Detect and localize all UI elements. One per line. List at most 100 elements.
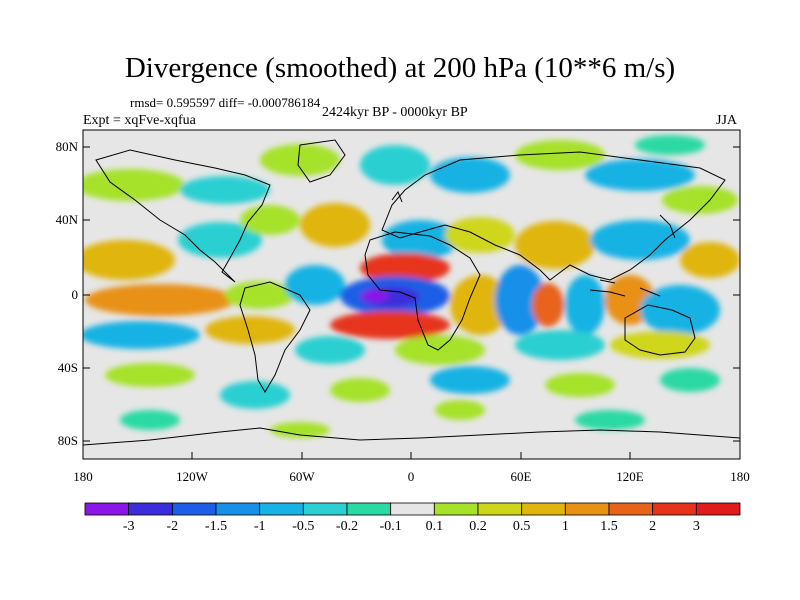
figure-title: Divergence (smoothed) at 200 hPa (10**6 …: [124, 52, 676, 84]
colorbar-label: 3: [692, 519, 700, 534]
coastline-japan: [659, 214, 676, 239]
anomaly-patch: [445, 217, 515, 253]
stats-text: rmsd= 0.595597 diff= -0.000786184: [130, 95, 321, 110]
colorbar-swatch: [477, 502, 523, 516]
anomaly-patch: [83, 240, 175, 280]
colorbar-swatch: [84, 502, 130, 516]
anomaly-patch: [680, 242, 740, 278]
divergence-field: [83, 135, 740, 446]
anomaly-patch: [360, 253, 450, 283]
colorbar-swatch: [215, 502, 261, 516]
x-ticks: [82, 452, 741, 459]
anomaly-patch: [83, 321, 200, 349]
anomaly-patch: [640, 285, 720, 335]
x-axis-label: 0: [407, 469, 415, 484]
anomaly-patch: [635, 135, 705, 155]
anomaly-patch: [270, 422, 330, 438]
anomaly-patch: [225, 281, 295, 309]
colorbar-swatch: [259, 502, 304, 516]
colorbar-label: 0.5: [512, 519, 531, 534]
coastlines: [83, 139, 740, 446]
anomaly-patch: [295, 336, 365, 364]
colorbar-label: -0.1: [379, 519, 402, 534]
colorbar: [84, 502, 741, 516]
coastline-south-america: [239, 281, 311, 393]
anomaly-patch: [105, 363, 195, 387]
anomaly-patch: [361, 290, 389, 302]
coastline-africa: [364, 231, 481, 351]
anomaly-patch: [240, 205, 300, 235]
colorbar-label: -0.5: [292, 519, 315, 534]
anomaly-patch: [532, 283, 564, 327]
anomaly-patch: [120, 410, 180, 430]
anomaly-patch: [585, 159, 695, 191]
anomaly-patch: [260, 144, 340, 176]
coastline-australia: [624, 304, 696, 356]
colorbar-label: 0.1: [425, 519, 444, 534]
experiment-label: Expt = xqFve-xqfua: [83, 113, 196, 128]
colorbar-swatch: [564, 502, 610, 516]
x-axis-label: 120W: [176, 469, 208, 484]
anomaly-patch: [565, 275, 605, 335]
anomaly-patch: [590, 220, 690, 260]
x-axis-label: 60E: [510, 469, 532, 484]
x-axis-label: 120E: [616, 469, 644, 484]
colorbar-swatch: [346, 502, 392, 516]
anomaly-patch: [330, 378, 390, 402]
anomaly-patch: [180, 176, 270, 204]
anomaly-patch: [83, 169, 185, 201]
x-axis-label: 180: [730, 469, 750, 484]
colorbar-swatch: [302, 502, 348, 516]
coastline-britain: [391, 190, 403, 203]
anomaly-patch: [300, 203, 370, 247]
colorbar-label: -3: [122, 519, 135, 534]
anomaly-patch: [515, 330, 605, 360]
anomaly-patch: [515, 221, 595, 269]
anomaly-patch: [575, 410, 645, 430]
colorbar-label: -2: [166, 519, 179, 534]
y-axis-label: 40N: [55, 212, 78, 227]
colorbar-swatch: [521, 502, 566, 516]
anomaly-patch: [450, 275, 510, 335]
y-axis-label: 40S: [57, 360, 78, 375]
anomaly-patch: [205, 316, 295, 344]
colorbar-label: 2: [649, 519, 657, 534]
colorbar-swatch: [695, 502, 741, 516]
coastline-indonesia: [589, 279, 661, 297]
anomaly-patch: [495, 265, 545, 335]
anomaly-patch: [430, 157, 510, 193]
coastline-antarctica: [83, 427, 740, 446]
colorbar-label: 1: [561, 519, 569, 534]
x-axis-label: 60W: [289, 469, 315, 484]
anomaly-patch: [430, 366, 510, 394]
colorbar-swatch: [433, 502, 479, 516]
anomaly-patch: [662, 186, 738, 214]
anomaly-patch: [515, 140, 605, 170]
coastline-north-america: [95, 149, 271, 283]
coastline-greenland: [297, 139, 346, 183]
x-axis-label: 180: [73, 469, 93, 484]
anomaly-patch: [435, 400, 485, 420]
colorbar-label: -0.2: [335, 519, 359, 534]
period-label: 2424kyr BP - 0000kyr BP: [322, 105, 468, 120]
colorbar-swatch: [608, 502, 654, 516]
y-axis-label: 80N: [55, 139, 78, 154]
y-axis-label: 80S: [57, 433, 78, 448]
colorbar-label: 0.2: [469, 519, 487, 534]
anomaly-patch: [395, 335, 485, 365]
anomaly-patch: [360, 145, 430, 185]
colorbar-label: 1.5: [600, 519, 618, 534]
anomaly-patch: [382, 220, 458, 260]
anomaly-patch: [85, 284, 235, 316]
coastline-eurasia: [381, 151, 726, 281]
season-label: JJA: [716, 113, 738, 128]
colorbar-swatch: [390, 502, 435, 516]
anomaly-patch: [285, 265, 345, 305]
anomaly-patch: [330, 311, 450, 339]
anomaly-patch: [660, 368, 720, 392]
anomaly-patch: [220, 381, 290, 409]
colorbar-label: -1: [253, 519, 266, 534]
colorbar-swatch: [652, 502, 697, 516]
colorbar-swatch: [128, 502, 173, 516]
